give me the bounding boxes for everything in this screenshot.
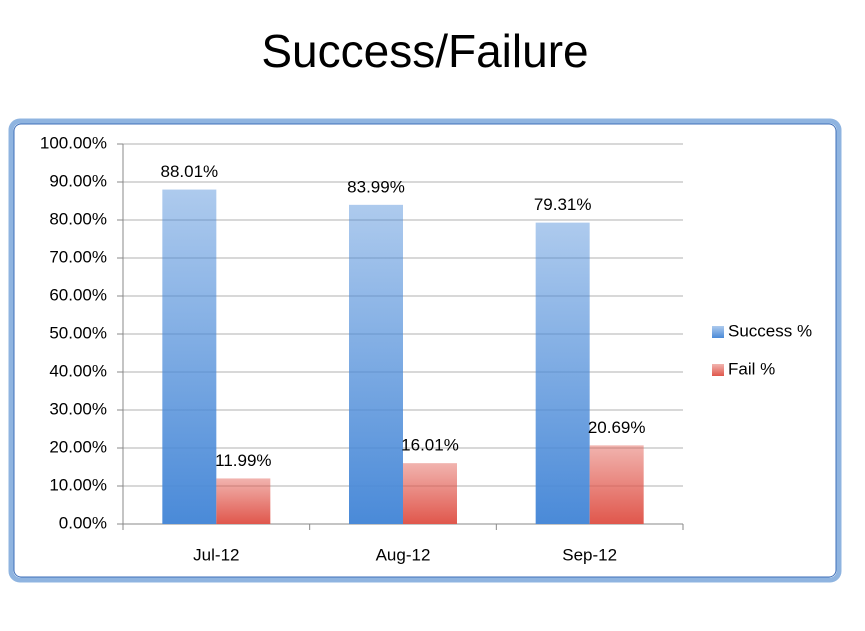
y-tick-label: 40.00% [49,361,107,380]
bar [589,445,644,524]
legend-swatch [712,364,724,376]
y-tick-label: 0.00% [59,513,107,532]
data-label: 16.01% [401,436,459,455]
data-label: 83.99% [347,177,405,196]
bar [403,463,457,524]
legend-swatch [712,326,724,338]
y-tick-label: 50.00% [49,323,107,342]
bar [216,478,271,524]
bar [349,204,403,524]
x-tick-label: Sep-12 [562,545,617,564]
data-label: 88.01% [160,162,218,181]
y-tick-label: 100.00% [40,133,107,152]
y-tick-label: 70.00% [49,247,107,266]
y-tick-label: 30.00% [49,399,107,418]
y-tick-label: 60.00% [49,285,107,304]
y-tick-label: 80.00% [49,209,107,228]
y-tick-label: 90.00% [49,171,107,190]
bar [535,222,590,524]
data-label: 79.31% [534,195,592,214]
chart-frame-inner [13,123,837,578]
legend-label: Fail % [728,359,775,378]
y-tick-label: 20.00% [49,437,107,456]
data-label: 11.99% [215,451,271,470]
data-label: 20.69% [588,418,646,437]
legend-label: Success % [728,321,812,340]
bar [162,189,217,524]
y-tick-label: 10.00% [49,475,107,494]
x-tick-label: Aug-12 [376,545,431,564]
chart-title: Success/Failure [261,25,588,77]
x-tick-label: Jul-12 [193,545,239,564]
